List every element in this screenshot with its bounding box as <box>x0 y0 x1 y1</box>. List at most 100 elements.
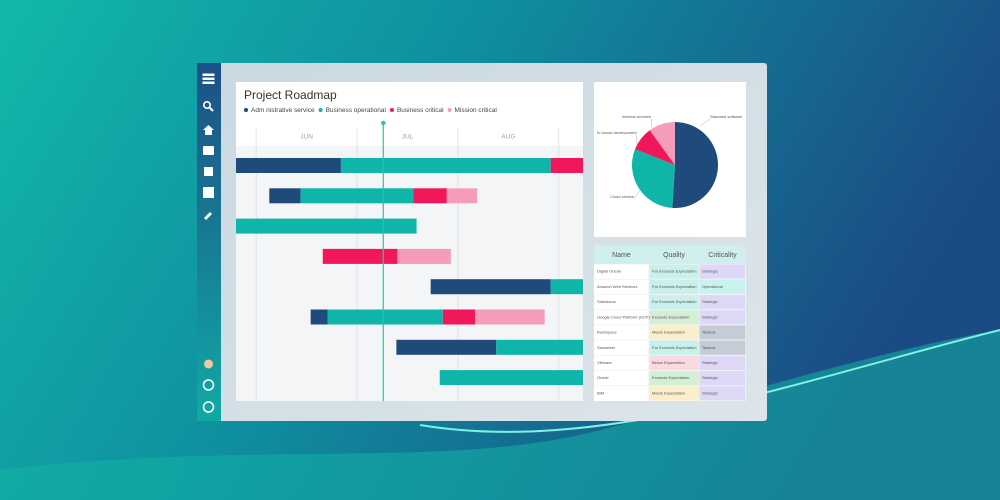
table-cell: Rackspace <box>597 330 618 335</box>
table-cell: Far Exceeds Expectation <box>652 345 696 350</box>
quality-cell <box>649 279 699 294</box>
gantt-bar <box>300 188 414 204</box>
table-cell: Strategic <box>702 390 718 395</box>
gantt-bar <box>442 309 476 325</box>
quality-cell <box>649 340 699 355</box>
gantt-bars <box>236 158 583 386</box>
legend-label: Business critical <box>397 107 444 114</box>
gantt-bar <box>310 309 328 325</box>
report-icon[interactable] <box>203 187 214 198</box>
gantt-bar <box>236 218 417 234</box>
table-cell: VMware <box>597 360 612 365</box>
blocks-icon[interactable] <box>204 167 213 176</box>
gantt-bar <box>396 339 497 355</box>
table-cell: Exceeds Expectation <box>652 375 689 380</box>
tools-icon[interactable] <box>204 212 212 220</box>
table-header: Name <box>612 252 631 259</box>
criticality-cell <box>699 279 746 294</box>
pie-leader <box>650 118 653 129</box>
criticality-cell <box>699 371 746 386</box>
legend-swatch <box>389 108 394 112</box>
roadmap-title: Project Roadmap <box>244 88 337 102</box>
legend-swatch <box>447 108 452 112</box>
table-header-bg <box>594 245 746 264</box>
month-label: JUL <box>402 134 414 141</box>
today-dot <box>381 120 386 126</box>
gantt-bar <box>439 370 583 386</box>
criticality-cell <box>699 340 746 355</box>
sidebar-icons <box>202 73 215 413</box>
month-label: JUN <box>300 134 313 141</box>
menu-icon[interactable] <box>202 73 215 84</box>
table-cell: Digital Ocean <box>597 269 621 274</box>
gantt-bar <box>550 158 583 173</box>
gantt-bar <box>397 248 451 264</box>
gantt-bar <box>269 188 301 204</box>
pie-slice <box>649 122 675 165</box>
quality-cell <box>649 264 699 279</box>
criticality-cell <box>699 325 746 340</box>
gantt-bar <box>446 188 478 204</box>
quality-cell <box>649 310 699 325</box>
legend-label: Adm nistrative service <box>251 107 315 114</box>
gantt-bar <box>413 188 447 204</box>
quality-cell <box>649 355 699 371</box>
table-cell: Meets Expectation <box>652 330 685 335</box>
table-cell: Far Exceeds Expectation <box>652 284 696 289</box>
month-header <box>236 128 583 146</box>
table-header: Quality <box>663 252 685 259</box>
gantt-bar <box>430 279 551 295</box>
pie-leader <box>634 189 641 200</box>
quality-cell <box>649 325 699 340</box>
gantt-bar <box>550 279 583 295</box>
month-label: AUG <box>501 134 515 141</box>
table-cell: Google Cloud Platform (GCP) <box>597 314 651 319</box>
legend-label: Business operational <box>326 107 387 114</box>
pie-chart: Standard software Cloud service In-house d… <box>597 114 743 208</box>
pie-label: Internal services <box>622 114 651 119</box>
table-cell: IBM <box>597 390 604 395</box>
criticality-cell <box>699 264 746 279</box>
criticality-cell <box>699 294 746 310</box>
gantt-bar <box>322 248 398 264</box>
gantt-bar <box>475 309 545 325</box>
legend-label: Mission critical <box>455 107 498 114</box>
table-cell: Meets Expectation <box>652 390 685 395</box>
criticality-cell <box>699 310 746 325</box>
pie-slice <box>635 130 675 165</box>
gantt: Adm nistrative service Business operation… <box>236 107 583 401</box>
roadmap-header <box>236 82 583 128</box>
avatar[interactable] <box>204 359 213 369</box>
folder-icon[interactable] <box>203 146 214 155</box>
pie-label: In-house development <box>597 130 637 135</box>
table-cell: Sansafest <box>597 345 616 350</box>
table: Name Quality Criticality Digital Ocean Far E… <box>594 245 746 401</box>
search-icon[interactable] <box>203 101 214 112</box>
power-icon[interactable] <box>202 401 215 413</box>
table-cell: Below Expectation <box>652 360 685 365</box>
quality-cell <box>649 371 699 386</box>
help-icon[interactable] <box>202 379 215 391</box>
gantt-bar <box>340 158 551 173</box>
table-cell: Oracle <box>597 375 610 380</box>
gantt-bar <box>327 309 443 325</box>
pie-leader <box>699 118 711 127</box>
table-cell: Far Exceeds Expectation <box>652 269 696 274</box>
home-icon[interactable] <box>203 125 214 135</box>
table-cell: Salesforce <box>597 299 617 304</box>
pie-slice <box>631 149 675 208</box>
table-cell: Tactical <box>702 345 715 350</box>
table-cell: Amazon Web Services <box>597 284 637 289</box>
quality-cell <box>649 386 699 401</box>
table-cell: Strategic <box>702 269 718 274</box>
table-header: Criticality <box>708 252 737 259</box>
table-cell: Strategic <box>702 314 718 319</box>
legend-swatch <box>318 108 323 112</box>
gantt-bar <box>496 339 583 355</box>
table-cell: Operational <box>702 284 723 289</box>
wave <box>0 330 1000 500</box>
gantt-bar <box>236 158 341 173</box>
table-cell: Exceeds Expectation <box>652 314 689 319</box>
